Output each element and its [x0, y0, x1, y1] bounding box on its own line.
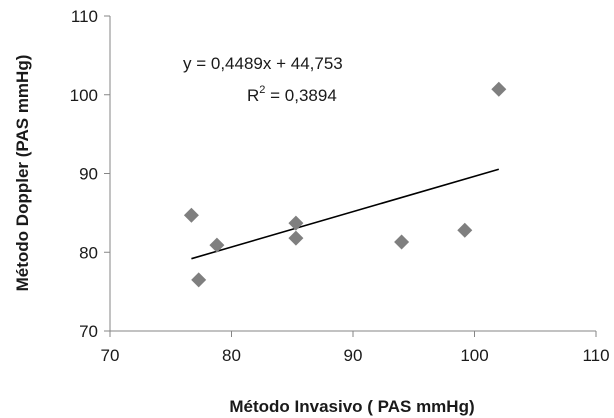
trendline [191, 168, 500, 260]
x-tick-label: 100 [460, 346, 488, 365]
r-squared-superscript: 2 [259, 84, 265, 96]
data-point [491, 81, 507, 97]
y-tick-label: 110 [71, 7, 98, 26]
r-squared-symbol: R [247, 86, 259, 105]
r-squared-value: = 0,3894 [265, 86, 336, 105]
data-point [191, 272, 207, 288]
data-point [183, 207, 199, 223]
r-squared-label: R2 = 0,3894 [247, 84, 337, 105]
data-point [288, 215, 304, 231]
x-tick-label: 90 [344, 346, 363, 365]
y-tick-label: 80 [79, 243, 98, 262]
x-tick-label: 80 [222, 346, 241, 365]
tick-labels: 70 80 90 100 110 70 80 90 100 110 [70, 7, 610, 365]
y-axis-title: Método Doppler (PAS mmHg) [13, 55, 32, 292]
x-tick-label: 70 [101, 346, 120, 365]
axes [104, 15, 597, 337]
x-axis-title: Método Invasivo ( PAS mmHg) [229, 397, 474, 416]
y-tick-label: 90 [79, 165, 98, 184]
data-point [288, 230, 304, 246]
trendline-group [191, 168, 500, 260]
trendline-equation: y = 0,4489x + 44,753 [183, 54, 343, 73]
y-tick-label: 100 [70, 86, 98, 105]
x-tick-label: 110 [582, 346, 609, 365]
data-point [394, 234, 410, 250]
data-points [183, 81, 507, 288]
y-tick-label: 70 [79, 322, 98, 341]
data-point [209, 237, 225, 253]
data-point [457, 222, 473, 238]
